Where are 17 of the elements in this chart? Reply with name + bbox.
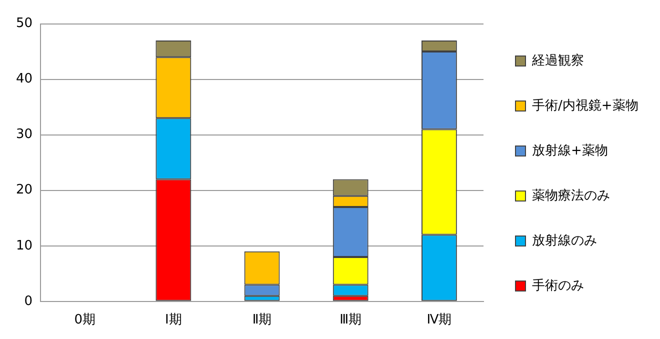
y-tick-label: 50 (16, 16, 33, 32)
legend-label: 放射線+薬物 (532, 143, 608, 158)
legend-label: 手術のみ (532, 278, 584, 294)
x-tick-label: Ⅳ期 (426, 312, 452, 328)
y-tick-label: 40 (16, 72, 33, 87)
x-tick-label: Ⅱ期 (252, 312, 272, 328)
x-tick-label: Ⅲ期 (340, 312, 362, 328)
x-tick-label: 0期 (74, 312, 96, 328)
y-tick-label: 30 (16, 127, 33, 142)
legend-label: 放射線のみ (532, 233, 597, 248)
y-tick-label: 0 (24, 294, 33, 309)
legend-label: 経過観察 (531, 52, 584, 68)
x-tick-label: Ⅰ期 (165, 312, 182, 328)
y-tick-label: 10 (16, 238, 33, 254)
y-tick-label: 20 (16, 182, 33, 198)
legend-label: 薬物療法のみ (532, 188, 610, 204)
legend-label: 手術/内視鏡+薬物 (532, 98, 638, 114)
